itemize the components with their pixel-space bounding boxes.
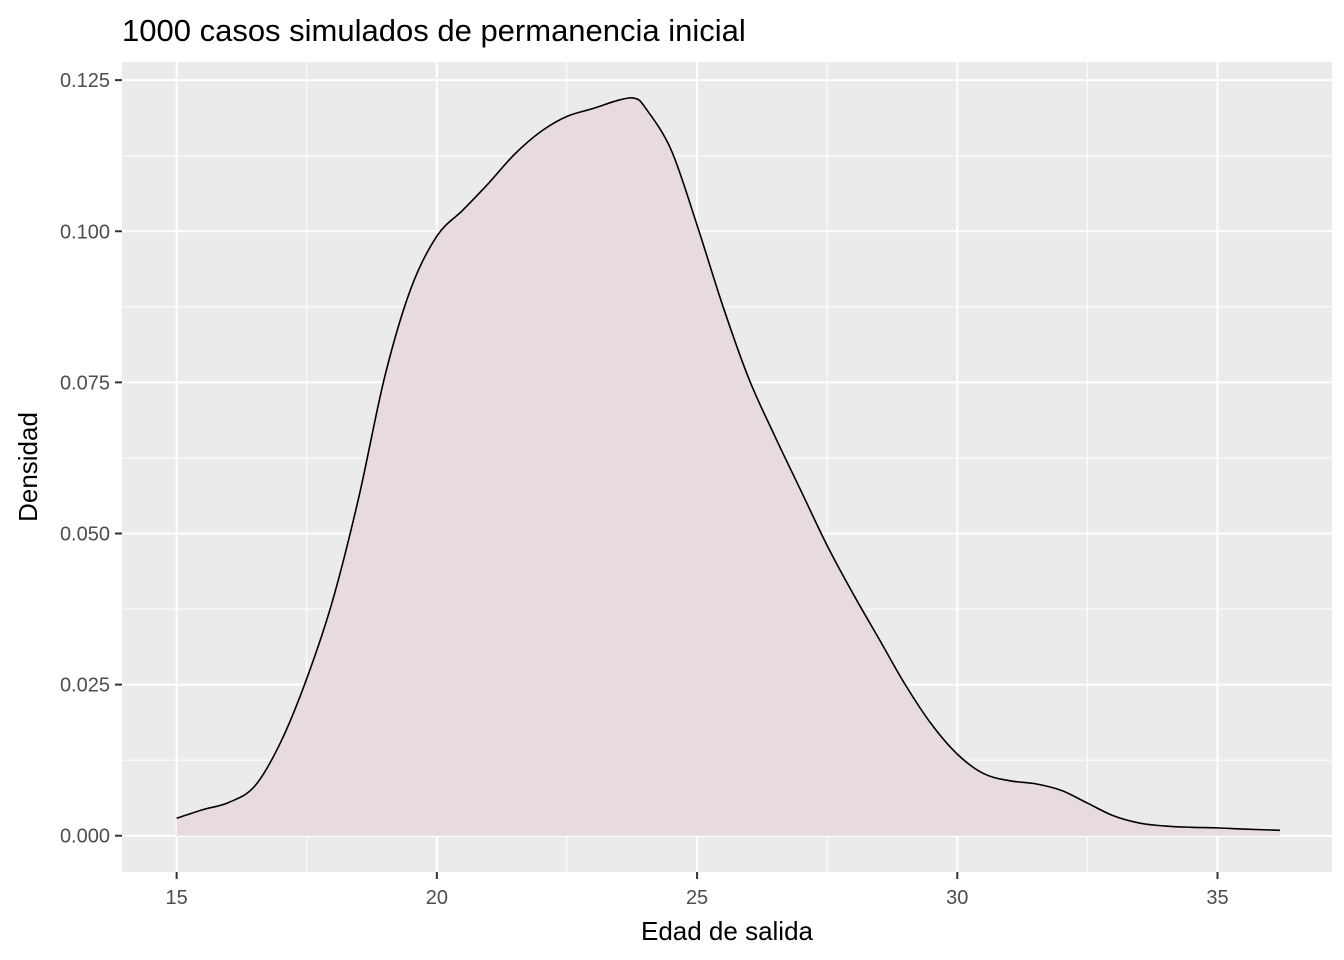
y-tick-label: 0.050 xyxy=(60,523,110,545)
x-tick-label: 15 xyxy=(166,887,188,909)
x-axis-title: Edad de salida xyxy=(641,916,814,946)
y-tick-label: 0.125 xyxy=(60,70,110,92)
y-tick-label: 0.100 xyxy=(60,221,110,243)
y-axis: 0.000 0.025 0.050 0.075 0.100 0.125 xyxy=(60,70,122,848)
y-tick-label: 0.075 xyxy=(60,372,110,394)
x-axis: 15 20 25 30 35 xyxy=(166,872,1229,909)
chart-title: 1000 casos simulados de permanencia inic… xyxy=(122,13,746,48)
density-area xyxy=(176,97,1280,836)
y-tick-label: 0.000 xyxy=(60,826,110,848)
x-tick-label: 35 xyxy=(1206,887,1228,909)
y-tick-label: 0.025 xyxy=(60,675,110,697)
y-axis-title: Densidad xyxy=(13,412,43,522)
x-tick-label: 25 xyxy=(686,887,708,909)
x-tick-label: 20 xyxy=(426,887,448,909)
x-tick-label: 30 xyxy=(946,887,968,909)
density-line xyxy=(176,97,1280,832)
